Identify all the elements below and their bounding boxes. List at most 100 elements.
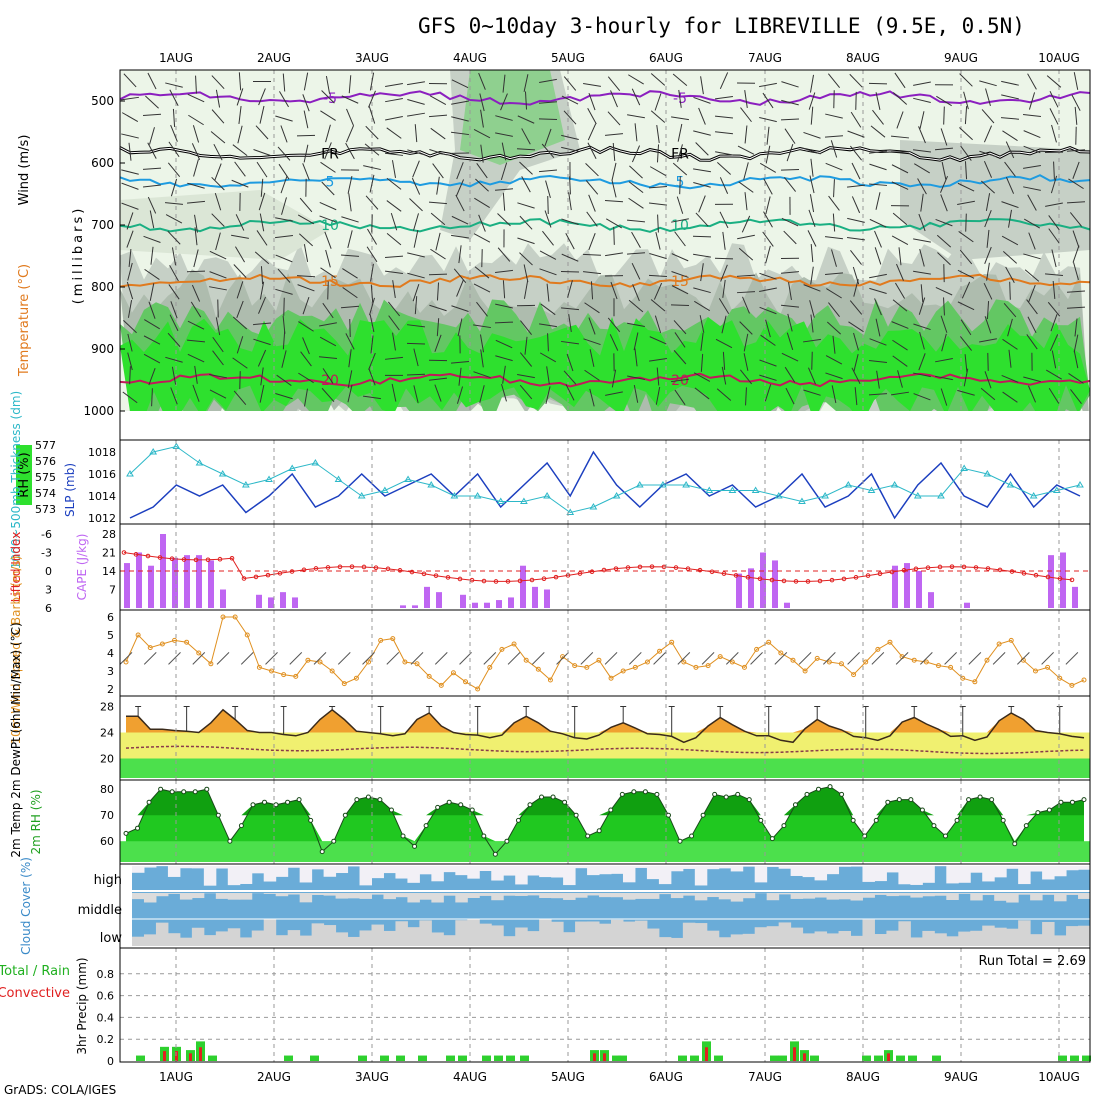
wind-barb	[298, 372, 314, 384]
wind-barb-10m	[313, 652, 327, 665]
wind-barb	[479, 93, 485, 112]
wind-barb	[1028, 92, 1036, 110]
wind-barb	[604, 133, 624, 136]
lifted-index-marker	[997, 567, 1003, 573]
lifted-index-marker	[1069, 577, 1075, 583]
wind-barb	[868, 360, 888, 363]
wind-barb	[960, 319, 972, 336]
wind-barb	[891, 321, 909, 329]
wind-barb	[985, 88, 991, 106]
date-label-bottom: 9AUG	[944, 1070, 978, 1084]
wind-barb	[609, 334, 619, 351]
precip-total-bar	[418, 1055, 427, 1061]
lifted-index-marker	[181, 557, 187, 562]
cloud-high-gap	[1054, 866, 1067, 877]
cloud-high-gap	[862, 866, 875, 882]
rh-marker	[539, 794, 545, 800]
lifted-index-marker	[169, 556, 175, 562]
cloud-low-gap	[970, 930, 983, 946]
wind-barb	[854, 387, 858, 406]
wind-barb	[368, 352, 376, 370]
wind-barb	[803, 284, 821, 292]
wind-barb	[959, 73, 973, 87]
wind-barb	[869, 218, 887, 228]
wind-barb	[628, 181, 644, 194]
wind-speed-marker	[766, 639, 772, 645]
thickness-tick-label: 574	[35, 487, 56, 500]
cloud-mid-gap	[503, 893, 516, 896]
wind-barb-10m	[774, 652, 788, 665]
lifted-index-marker	[697, 567, 703, 573]
wind-barb	[324, 231, 332, 249]
wind-barb	[627, 114, 645, 119]
cloud-high-gap	[503, 866, 516, 876]
wind-barb	[657, 214, 659, 233]
cloud-low-gap	[503, 936, 516, 946]
cape-bar	[736, 573, 742, 608]
wind-barb	[783, 177, 797, 192]
cloud-low-gap	[1066, 926, 1079, 946]
wind-speed-marker	[681, 659, 687, 665]
rh-marker	[896, 797, 902, 803]
wind-barb	[385, 97, 403, 103]
wind-barb	[853, 279, 859, 297]
wind-barb	[610, 90, 618, 108]
wind-barb	[607, 76, 621, 91]
rh-marker	[1058, 799, 1064, 805]
rh-marker	[365, 794, 371, 800]
lifted-index-marker	[505, 579, 511, 584]
wind-barb	[627, 375, 645, 380]
cloud-high-gap	[239, 866, 253, 884]
wind-barb	[808, 92, 816, 110]
wind-barb	[430, 127, 446, 140]
wind-barb	[187, 93, 205, 103]
wind-barb	[144, 319, 160, 330]
thickness-marker	[867, 486, 876, 493]
wind-barb	[429, 95, 447, 106]
wind-barb	[186, 339, 206, 343]
wind-barb	[934, 147, 954, 151]
cloud-low-gap	[646, 928, 660, 946]
cloud-high-gap	[982, 866, 995, 882]
cape-bar	[916, 571, 922, 608]
wind-barb	[787, 313, 793, 332]
cloud-mid-gap	[167, 893, 181, 894]
cloud-mid-gap	[611, 893, 624, 898]
isotherm-label: FR	[671, 147, 689, 163]
wind-barb	[649, 336, 667, 345]
thickness-marker	[496, 497, 505, 504]
cloud-low-gap	[515, 927, 528, 946]
precip-total-bar	[396, 1055, 405, 1061]
wind-barb-10m	[119, 652, 133, 665]
cloud-low-gap	[778, 922, 792, 946]
cloud-low-gap	[203, 935, 217, 946]
lifted-index-marker	[241, 576, 247, 581]
cape-bar	[208, 560, 214, 608]
wind-barb	[788, 282, 792, 301]
cloud-mid-gap	[1018, 893, 1031, 895]
wind-barb	[502, 365, 506, 384]
date-label-bottom: 3AUG	[355, 1070, 389, 1084]
wind-barb	[385, 83, 403, 88]
lifted-index-marker	[841, 576, 847, 582]
wind-barb	[502, 74, 506, 93]
cloud-mid-gap	[599, 893, 612, 898]
wind-barb	[765, 245, 771, 264]
cloud-low-gap	[599, 923, 612, 946]
wind-barb	[611, 179, 617, 198]
cape-bar	[160, 534, 166, 608]
wind-barb	[913, 238, 931, 243]
cape-bar	[280, 592, 286, 608]
thickness-marker	[149, 448, 158, 455]
cloud-mid-gap	[670, 893, 684, 899]
lifted-index-marker	[193, 557, 199, 563]
wind-barb	[874, 298, 882, 316]
wind-barb	[279, 91, 289, 108]
lifted-index-marker	[901, 567, 907, 573]
wind-barb-10m	[822, 652, 836, 665]
wind-barb	[892, 299, 908, 312]
wind-barb	[672, 162, 688, 176]
wind-barb	[631, 231, 641, 248]
wind-barb	[436, 176, 440, 195]
